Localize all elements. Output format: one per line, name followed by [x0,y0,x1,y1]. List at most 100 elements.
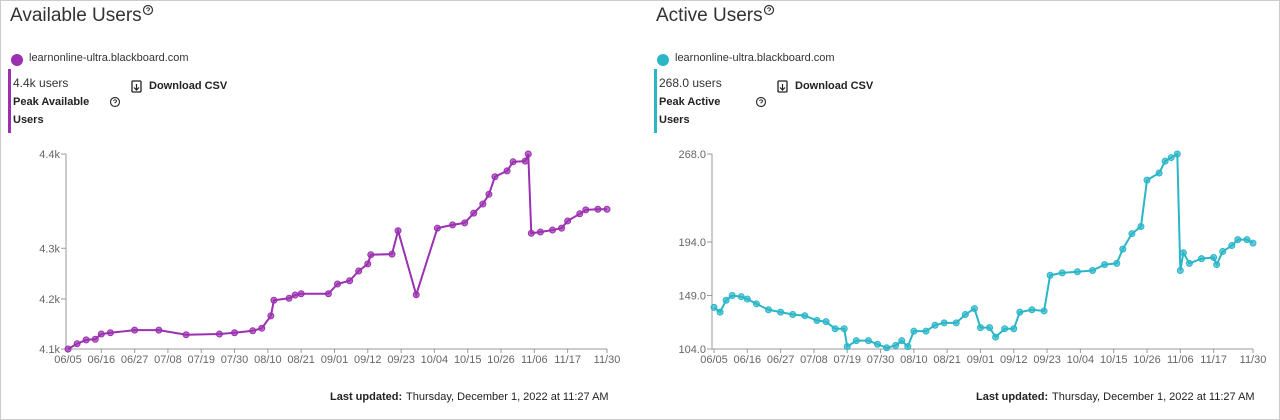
y-tick-label: 104.0 [678,344,706,356]
download-csv[interactable]: Download CSV [149,80,228,92]
peak-label: Peak Active Users [659,96,721,126]
x-tick-label: 09/12 [1000,354,1028,366]
data-point [898,337,906,345]
data-point [91,335,99,343]
data-point [904,343,912,351]
data-point [722,296,730,304]
series-line [713,152,1254,349]
data-point [582,206,590,214]
data-point [249,327,257,335]
data-point [1101,261,1109,269]
help-icon-mark [758,99,764,104]
x-tick-label: 06/27 [767,354,795,366]
help-icon [142,4,154,16]
data-point [73,340,81,348]
data-point [952,319,960,327]
data-point [355,267,363,275]
data-point [883,344,891,352]
data-point [777,308,785,316]
x-tick-label: 07/30 [221,354,249,366]
chart-title: Active Users [656,5,763,26]
data-point [1028,306,1036,314]
data-point [752,300,760,308]
data-point [536,228,544,236]
data-point [503,167,511,175]
data-point [1173,150,1181,158]
x-tick-label: 07/08 [154,354,182,366]
download-csv[interactable]: Download CSV [795,80,874,92]
x-tick-label: 07/19 [187,354,215,366]
download-icon [131,80,142,93]
data-point [1046,271,1054,279]
data-point [285,294,293,302]
data-point [1058,269,1066,277]
data-point [594,205,602,213]
data-point [509,158,517,166]
data-point [603,205,611,213]
x-tick-label: 08/21 [287,354,315,366]
data-point [864,337,872,345]
data-point [992,333,1000,341]
data-point [412,291,420,299]
data-point [822,318,830,326]
data-point [449,221,457,229]
data-point [334,280,341,288]
help-icon-mark [112,99,118,104]
x-tick-label: 06/16 [88,354,116,366]
data-point [548,226,556,234]
x-tick-label: 06/05 [700,354,728,366]
data-point [801,312,809,320]
x-tick-label: 11/30 [1240,354,1267,366]
x-tick-label: 08/21 [933,354,961,366]
data-point [346,277,354,285]
x-tick-label: 10/26 [487,354,515,366]
download-arrow [133,84,140,91]
x-tick-label: 07/19 [833,354,861,366]
data-point [367,251,375,259]
download-arrow [779,84,786,91]
data-point [521,157,529,165]
peak-marker [8,69,11,133]
data-point [97,330,105,338]
data-point [491,173,499,181]
data-point [737,293,745,301]
data-point [1128,230,1136,238]
data-point [1143,176,1151,184]
legend-label: learnonline-ultra.blackboard.com [29,52,189,64]
help-icon-mark [766,7,772,12]
updated-label: Last updated: [976,391,1049,403]
y-tick-label: 194.0 [678,237,706,249]
data-point [527,229,535,237]
data-point [1161,157,1169,165]
x-tick-label: 08/10 [254,354,282,366]
peak-label: Peak Available Users [13,96,90,126]
help-icon-mark [145,7,151,12]
data-point [728,291,736,299]
y-tick-label: 4.2k [39,294,60,306]
x-tick-label: 06/27 [121,354,149,366]
data-point [82,336,90,344]
help-icon [763,4,775,16]
data-point [1155,169,1163,177]
x-tick-label: 11/17 [554,354,581,366]
x-tick-label: 09/12 [354,354,382,366]
data-point [789,311,797,319]
data-point [716,308,724,316]
x-tick-label: 10/04 [421,354,449,366]
data-point [892,341,900,349]
data-point [1137,223,1145,231]
data-point [182,331,190,339]
data-point [931,321,939,329]
peak-value: 268.0 users [659,76,722,90]
data-point [558,224,566,232]
data-point [106,329,114,337]
updated-value: Thursday, December 1, 2022 at 11:27 AM [1052,391,1255,403]
data-point [258,324,266,332]
data-point [485,190,493,198]
data-point [394,227,402,235]
data-point [986,324,994,332]
data-point [1210,253,1218,261]
data-point [270,296,278,304]
data-point [1001,325,1009,333]
